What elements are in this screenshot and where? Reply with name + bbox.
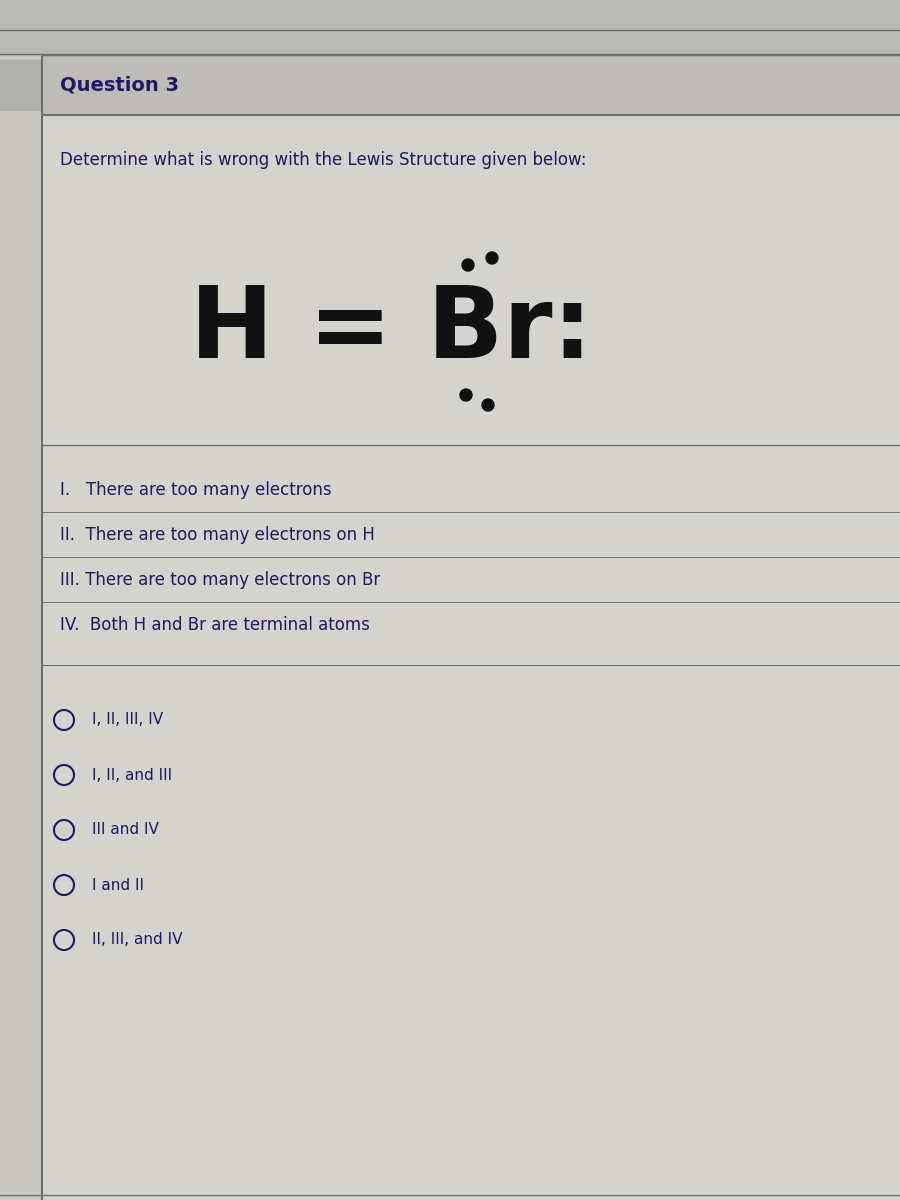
Text: I, II, and III: I, II, and III bbox=[92, 768, 172, 782]
Text: Determine what is wrong with the Lewis Structure given below:: Determine what is wrong with the Lewis S… bbox=[60, 151, 587, 169]
Text: II.  There are too many electrons on H: II. There are too many electrons on H bbox=[60, 526, 375, 544]
Circle shape bbox=[486, 252, 498, 264]
Text: II, III, and IV: II, III, and IV bbox=[92, 932, 183, 948]
Text: III. There are too many electrons on Br: III. There are too many electrons on Br bbox=[60, 571, 380, 589]
Text: IV.  Both H and Br are terminal atoms: IV. Both H and Br are terminal atoms bbox=[60, 616, 370, 634]
Text: H = Br:: H = Br: bbox=[190, 282, 592, 378]
Circle shape bbox=[462, 259, 474, 271]
Bar bbox=[0, 0, 900, 55]
Text: Question 3: Question 3 bbox=[60, 76, 179, 95]
Circle shape bbox=[482, 398, 494, 410]
Text: I, II, III, IV: I, II, III, IV bbox=[92, 713, 163, 727]
Text: I and II: I and II bbox=[92, 877, 144, 893]
Circle shape bbox=[460, 389, 472, 401]
Text: I.   There are too many electrons: I. There are too many electrons bbox=[60, 481, 331, 499]
Bar bbox=[0, 60, 40, 110]
Text: III and IV: III and IV bbox=[92, 822, 159, 838]
Bar bbox=[42, 55, 900, 115]
